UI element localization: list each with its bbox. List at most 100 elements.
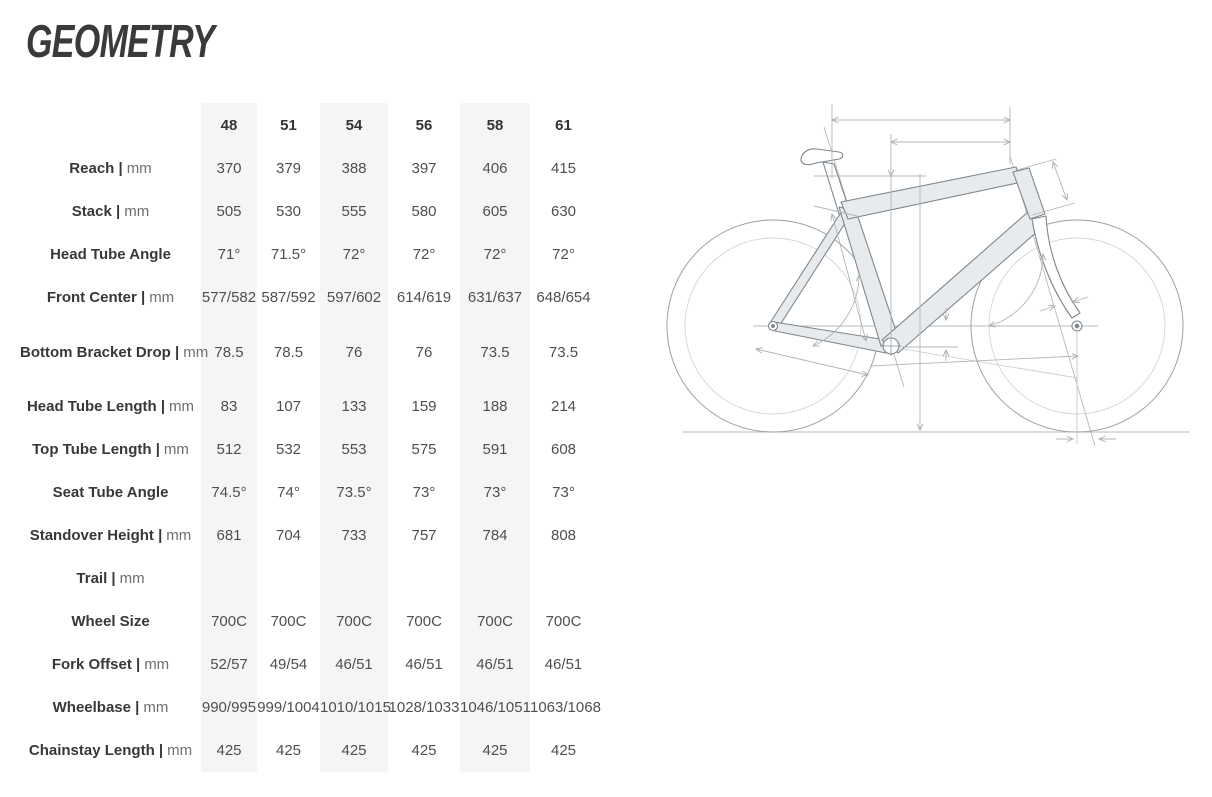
geometry-value-cell: 397 — [411, 160, 437, 177]
geometry-value-cell: 73° — [552, 484, 575, 501]
geometry-value-cell: 46/51 — [405, 656, 443, 673]
row-unit: mm — [149, 289, 175, 306]
geometry-value-cell: 704 — [275, 527, 302, 544]
geometry-value-cell: 46/51 — [320, 643, 388, 686]
size-column-header: 56 — [415, 116, 433, 134]
size-column-header: 51 — [280, 116, 297, 134]
row-label: Seat Tube Angle — [52, 484, 169, 501]
row-label: Top Tube Length | mm — [32, 441, 189, 458]
geometry-value-cell: 425 — [320, 729, 388, 772]
row-label: Bottom Bracket Drop | mm — [20, 343, 209, 361]
geometry-value-cell: 74.5° — [201, 471, 257, 514]
geometry-value-cell: 71.5° — [270, 246, 307, 263]
geometry-value-cell: 597/602 — [320, 276, 388, 319]
geometry-row: Bottom Bracket Drop | mm 78.5 78.5 76 76 73.5 7… — [20, 319, 597, 385]
geometry-value-cell: 74° — [277, 484, 300, 501]
geometry-row: Trail | mm — [20, 557, 597, 600]
row-unit: mm — [119, 570, 145, 587]
geometry-value-cell: 73° — [412, 484, 436, 501]
geometry-value-cell: 700C — [201, 600, 257, 643]
geometry-value-cell: 532 — [275, 441, 302, 458]
row-label: Wheel Size — [71, 613, 150, 630]
chainstay-dim — [756, 349, 868, 375]
geometry-table-header: 48 51 54 56 58 61 — [20, 103, 597, 147]
geometry-value-cell: 630 — [550, 203, 577, 220]
geometry-value-cell: 72° — [552, 246, 575, 263]
geometry-value-cell: 1010/1015 — [320, 686, 391, 729]
geometry-value-cell: 1063/1068 — [530, 699, 601, 716]
geometry-value-cell: 73° — [460, 471, 530, 514]
geometry-value-cell: 133 — [320, 385, 388, 428]
fork-offset-arrow-left — [1039, 306, 1055, 312]
seat-tube — [838, 206, 900, 347]
geometry-value-cell: 700C — [320, 600, 388, 643]
geometry-value-cell: 512 — [201, 428, 257, 471]
geometry-row: Front Center | mm 577/582 587/592 597/602 614… — [20, 276, 597, 319]
geometry-value-cell: 73.5° — [320, 471, 388, 514]
corner-cell — [20, 103, 201, 147]
row-label: Head Tube Angle — [50, 246, 171, 263]
geometry-value-cell: 71° — [201, 233, 257, 276]
row-unit: mm — [166, 527, 192, 544]
row-label: Stack | mm — [71, 203, 150, 220]
geometry-value-cell: 631/637 — [460, 276, 530, 319]
geometry-value-cell: 46/51 — [460, 643, 530, 686]
geometry-value-cell — [530, 557, 597, 600]
row-label: Fork Offset | mm — [51, 656, 170, 673]
geometry-value-cell: 605 — [460, 190, 530, 233]
geometry-value-cell: 999/1004 — [257, 699, 320, 716]
geometry-row: Head Tube Length | mm 83 107 133 159 188 214 — [20, 385, 597, 428]
geometry-value-cell — [388, 557, 460, 600]
front-center-dim — [869, 356, 1078, 367]
geometry-value-cell: 83 — [201, 385, 257, 428]
geometry-value-cell: 553 — [320, 428, 388, 471]
geometry-value-cell: 700C — [270, 613, 307, 630]
geometry-value-cell: 76 — [320, 319, 388, 385]
head-tube-length-dim — [1053, 162, 1067, 200]
ht-ext-bottom — [1031, 202, 1076, 216]
size-column-header: 48 — [201, 103, 257, 147]
row-unit: mm — [144, 656, 170, 673]
geometry-row: Top Tube Length | mm 512 532 553 575 591 608 — [20, 428, 597, 471]
geometry-value-cell: 425 — [411, 742, 437, 759]
geometry-value-cell: 505 — [201, 190, 257, 233]
geometry-value-cell: 681 — [201, 514, 257, 557]
geometry-table: 48 51 54 56 58 61 Reach | mm 370 379 388 397 406 415… — [20, 103, 601, 772]
geometry-value-cell: 577/582 — [201, 276, 257, 319]
geometry-value-cell: 388 — [320, 147, 388, 190]
geometry-value-cell: 73.5 — [548, 343, 579, 361]
geometry-value-cell: 1028/1033 — [388, 699, 460, 716]
bike-geometry-drawing — [666, 104, 1190, 447]
geometry-value-cell: 700C — [545, 613, 582, 630]
geometry-value-cell: 733 — [320, 514, 388, 557]
geometry-value-cell: 608 — [550, 441, 577, 458]
row-unit: mm — [143, 699, 169, 716]
geometry-value-cell: 1046/1051 — [460, 686, 531, 729]
geometry-value-cell: 808 — [550, 527, 577, 544]
frame — [767, 148, 1083, 356]
geometry-value-cell: 72° — [320, 233, 388, 276]
geometry-value-cell: 648/654 — [536, 289, 591, 306]
geometry-value-cell: 425 — [275, 742, 302, 759]
seat-angle-arc — [813, 275, 859, 346]
geometry-value-cell: 415 — [550, 160, 577, 177]
head-angle-arc — [989, 254, 1043, 326]
geometry-value-cell — [460, 557, 530, 600]
top-tube — [840, 166, 1023, 220]
geometry-value-cell: 575 — [411, 441, 437, 458]
geometry-table-body: Reach | mm 370 379 388 397 406 415 Stack | mm 505 5… — [20, 147, 601, 772]
geometry-value-cell: 159 — [411, 398, 437, 415]
seat-stays — [769, 213, 850, 329]
fork — [1031, 215, 1081, 319]
row-unit: mm — [124, 203, 150, 220]
geometry-row: Standover Height | mm 681 704 733 757 784 808 — [20, 514, 597, 557]
geometry-row: Chainstay Length | mm 425 425 425 425 425 425 — [20, 729, 597, 772]
geometry-value-cell: 406 — [460, 147, 530, 190]
geometry-value-cell: 425 — [460, 729, 530, 772]
geometry-row: Fork Offset | mm 52/57 49/54 46/51 46/51 46/51… — [20, 643, 597, 686]
geometry-value-cell: 700C — [406, 613, 442, 630]
bike-geometry-diagram — [658, 94, 1212, 468]
saddle — [800, 148, 844, 166]
row-label: Head Tube Length | mm — [26, 398, 195, 415]
row-unit: mm — [167, 742, 193, 759]
